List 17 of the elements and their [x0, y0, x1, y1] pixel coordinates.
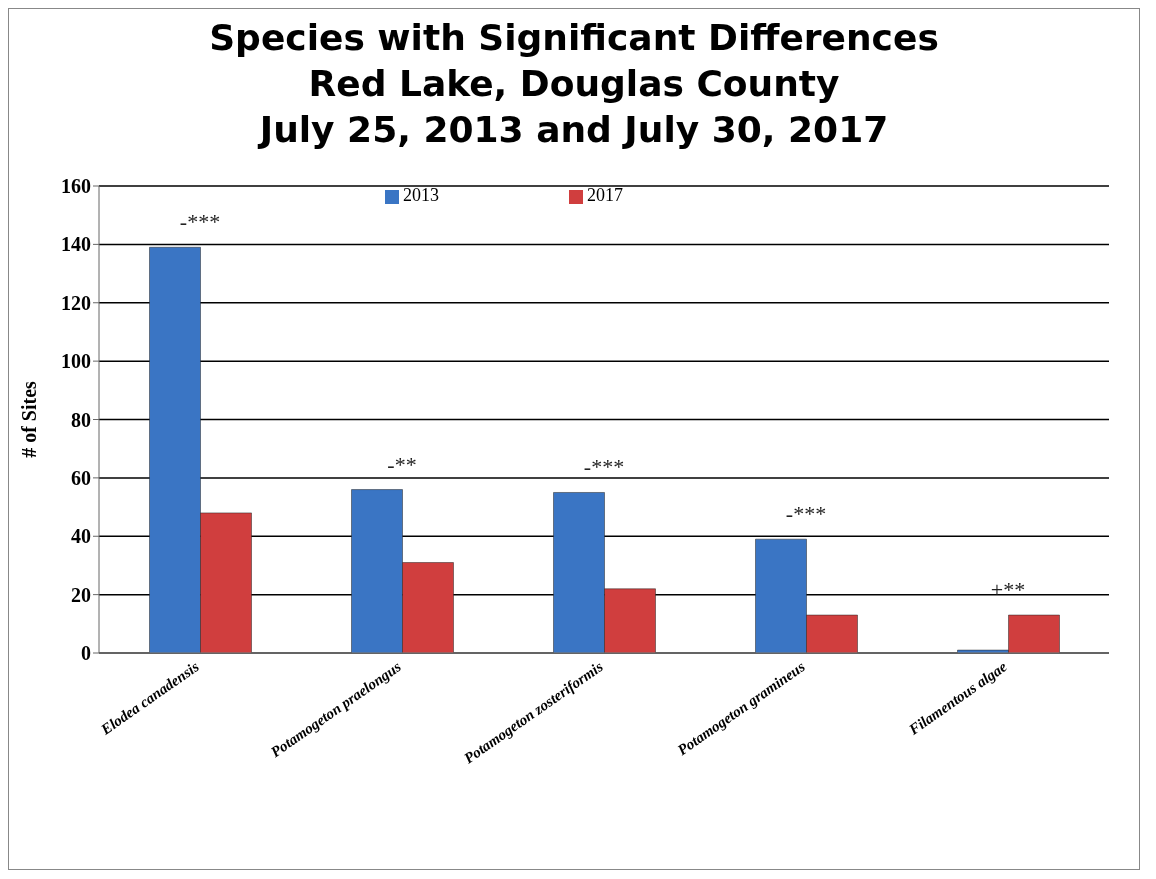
y-axis-title: # of Sites [18, 380, 41, 458]
y-tick-label: 80 [71, 408, 91, 431]
y-tick-label: 120 [61, 291, 91, 314]
y-tick-label: 140 [61, 233, 91, 256]
y-tick-label: 0 [81, 642, 91, 665]
legend-label: 2013 [403, 185, 439, 205]
y-tick-label: 60 [71, 466, 91, 489]
y-tick-label: 40 [71, 525, 91, 548]
legend-label: 2017 [587, 185, 623, 205]
annotation: -*** [179, 209, 221, 235]
y-tick-label: 20 [71, 583, 91, 606]
annotation: -*** [785, 501, 827, 527]
chart-title: Species with Significant Differences Red Lake, Douglas County July 25, 2013 and July 30, 2017 [208, 16, 940, 152]
y-tick-label: 160 [61, 175, 91, 198]
y-tick-label: 100 [61, 350, 91, 373]
annotation: -** [387, 451, 417, 477]
annotation: -*** [583, 454, 625, 480]
